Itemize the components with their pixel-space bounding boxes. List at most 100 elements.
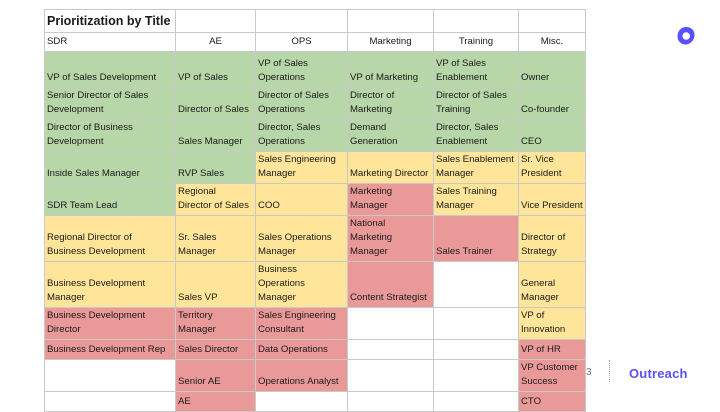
title-cell: Sales Training Manager [433,183,519,216]
cell-text-line: Territory [178,310,213,321]
table-row: Director of Business Development Sales Man… [44,119,586,152]
title-cell: Sales Operations Manager [255,215,348,262]
column-header: Training [433,32,519,52]
cell-text-line: Sales VP [178,292,218,303]
outreach-logo-icon [677,27,695,45]
cell-text-line: Success [521,376,558,387]
cell-text-line: Business Development [47,246,146,257]
title-cell: Marketing Director [347,151,434,184]
title-cell: AE [175,391,256,412]
title-cell: VP of Sales Development [44,51,176,88]
cell-text-line: Demand [350,122,387,133]
cell-text-line: Regional [178,186,216,197]
title-cell: Senior AE [175,359,256,392]
cell-text-line: Vice President [521,200,583,211]
column-header: Misc. [518,32,586,52]
cell-text-line: Manager [350,246,388,257]
cell-text-line: Senior AE [178,376,221,387]
title-cell: Demand Generation [347,119,434,152]
title-cell: Director of Sales [175,87,256,120]
cell-text-line: VP of [521,310,545,321]
cell-text-line: Sales Engineering [258,310,336,321]
title-cell: CEO [518,119,586,152]
cell-text-line: Manager [178,246,216,257]
title-cell: Regional Director of Sales [175,183,256,216]
title-cell: CTO [518,391,586,412]
cell-text-line: Manager [178,324,216,335]
cell-text-line: Director of [350,90,395,101]
cell-text-line: Sales Director [178,344,239,355]
title-cell: Regional Director of Business Development [44,215,176,262]
title-cell: VP of Sales [175,51,256,88]
cell-text-line: VP of Sales [258,58,308,69]
cell-text-line: Director of Sales [436,90,507,101]
cell-text-line: Co-founder [521,104,569,115]
cell-text-line: Operations [258,136,305,147]
cell-text-line: VP of Marketing [350,72,419,83]
empty-cell [518,9,586,33]
empty-cell [433,9,519,33]
prioritization-table: Prioritization by Title SDR AE OPS Marketin… [44,9,586,412]
title-cell: VP of Sales Enablement [433,51,519,88]
title-cell: Data Operations [255,339,348,360]
cell-text-line: Manager [47,292,85,303]
title-cell: COO [255,183,348,216]
cell-text-line: Sales Training [436,186,497,197]
cell-text-line: Operations [258,278,305,289]
cell-text-line: Director of Sales [178,200,249,211]
title-cell: VP of Marketing [347,51,434,88]
title-cell: Business Development Manager [44,261,176,308]
cell-text-line: RVP Sales [178,168,225,179]
footer-divider [609,360,610,382]
cell-text-line: Sr. Vice [521,154,554,165]
empty-cell [433,391,519,412]
cell-text-line: Business Development [47,310,146,321]
cell-text-line: Sales Manager [178,136,243,147]
cell-text-line: VP of HR [521,344,561,355]
title-cell: Vice President [518,183,586,216]
cell-text-line: National [350,218,386,229]
cell-text-line: CTO [521,396,542,407]
title-cell: Marketing Manager [347,183,434,216]
cell-text-line: Sales Trainer [436,246,493,257]
title-cell: VP of HR [518,339,586,360]
cell-text-line: Innovation [521,324,566,335]
cell-text-line: Training [436,104,471,115]
table-row: Inside Sales Manager RVP Sales Sales Engin… [44,151,586,184]
empty-cell [347,9,434,33]
column-header: SDR [44,32,176,52]
title-cell: Sales Engineering Manager [255,151,348,184]
title-cell: Sales Engineering Consultant [255,307,348,340]
title-cell: Director of Business Development [44,119,176,152]
cell-text-line: Development [47,136,104,147]
cell-text-line: Manager [436,168,474,179]
title-cell: Director of Marketing [347,87,434,120]
title-cell: Sales Manager [175,119,256,152]
table-row: VP of Sales Development VP of Sales VP of … [44,51,586,88]
table-row: Senior AE Operations Analyst VP Customer Su… [44,359,586,392]
cell-text-line: Marketing [350,104,393,115]
title-cell: Inside Sales Manager [44,151,176,184]
empty-cell [255,391,348,412]
cell-text-line: Inside Sales Manager [47,168,140,179]
cell-text-line: AE [178,396,191,407]
title-cell: Sr. Vice President [518,151,586,184]
cell-text-line: Marketing [350,232,393,243]
column-header: AE [175,32,256,52]
title-cell: Director, Sales Operations [255,119,348,152]
cell-text-line: Director [47,324,81,335]
cell-text-line: Business [258,264,297,275]
cell-text-line: Data Operations [258,344,328,355]
cell-text-line: Sales Operations [258,232,332,243]
cell-text-line: Marketing [350,186,393,197]
empty-cell [255,9,348,33]
table-row: Business Development Rep Sales Director Da… [44,339,586,360]
cell-text-line: Sr. Sales [178,232,217,243]
title-cell: Business Operations Manager [255,261,348,308]
cell-text-line: Sales Engineering [258,154,336,165]
empty-cell [347,359,434,392]
page-number: 3 [586,367,592,378]
cell-text-line: Development [47,104,104,115]
cell-text-line: VP of Sales [436,58,486,69]
